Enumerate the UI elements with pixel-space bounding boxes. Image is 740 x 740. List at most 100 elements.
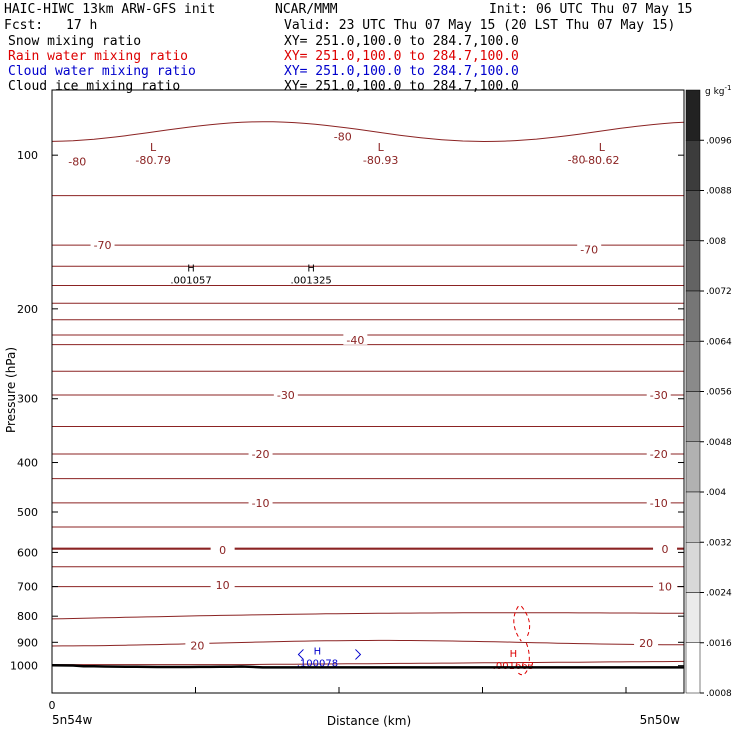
colorbar-label: .0008 <box>706 689 732 699</box>
colorbar-label: .008 <box>706 237 726 247</box>
colorbar-label: .0024 <box>706 589 732 599</box>
contour-label: -30 <box>277 389 295 402</box>
rain-water-contour <box>513 605 531 676</box>
colorbar-segment <box>685 491 701 543</box>
y-tick-label: 500 <box>17 506 38 519</box>
snow-high-mark: H <box>187 263 195 274</box>
temperature-contour <box>51 121 685 143</box>
colorbar-label: .0048 <box>706 438 732 448</box>
contour-label-bg <box>210 542 235 555</box>
contour-label-bg <box>210 577 235 590</box>
forecast-hour: 17 h <box>66 18 98 33</box>
contour-label: -40 <box>346 334 364 347</box>
contour-label-bg <box>248 447 273 460</box>
colorbar-label: .0032 <box>706 538 732 548</box>
contour-label: 0 <box>662 543 669 556</box>
colorbar-segment <box>685 341 701 392</box>
plot-title: HAIC-HIWC 13km ARW-GFS init <box>4 2 216 17</box>
field-name-snow: Snow mixing ratio <box>8 34 142 49</box>
contour-label: -30 <box>650 389 668 402</box>
temperature-contours: -80 -80 -80 -70 -70 -40 -30 -30 -20 -20 -10 -10 0 0 10… <box>51 121 685 666</box>
contour-label-bg <box>646 495 671 508</box>
contour-label: -80 <box>68 156 86 169</box>
field-name-cloud-water: Cloud water mixing ratio <box>8 64 196 79</box>
cloud-water-high-mark: H <box>314 646 322 657</box>
contour-label: -70 <box>94 239 112 252</box>
contour-label: 10 <box>216 579 230 592</box>
contour-label-bg <box>646 388 671 401</box>
temperature-low-mark: L <box>378 141 385 154</box>
contour-label: -20 <box>252 448 270 461</box>
init-time: Init: 06 UTC Thu 07 May 15 <box>489 2 693 17</box>
y-tick-label: 1000 <box>10 660 38 673</box>
colorbar-segment <box>685 542 701 593</box>
colorbar-label: .004 <box>706 488 726 498</box>
y-tick-label: 800 <box>17 610 38 623</box>
contour-label-bg <box>343 332 368 345</box>
colorbar-unit: g kg-1 <box>705 84 731 97</box>
contour-label: -10 <box>650 497 668 510</box>
field-xy-snow: XY= 251.0,100.0 to 284.7,100.0 <box>284 34 519 49</box>
snow-high-mark: H <box>307 263 315 274</box>
contour-label-bg <box>653 542 678 555</box>
field-xy-cloud-water: XY= 251.0,100.0 to 284.7,100.0 <box>284 64 519 79</box>
colorbar: .0096 .0088 .008 .0072 .0064 .0056 .0048 .004 .0… <box>685 89 732 699</box>
colorbar-label: .0088 <box>706 187 732 197</box>
contour-label-bg <box>653 579 678 592</box>
colorbar-segment <box>685 391 701 442</box>
field-xy-rain: XY= 251.0,100.0 to 284.7,100.0 <box>284 49 519 64</box>
valid-time: Valid: 23 UTC Thu 07 May 15 (20 LST Thu … <box>284 18 676 33</box>
colorbar-label: .0016 <box>706 639 732 649</box>
contour-label: -80 <box>334 131 352 144</box>
contour-label-bg <box>90 238 115 251</box>
colorbar-label: .0096 <box>706 136 732 146</box>
contour-label-bg <box>185 638 210 651</box>
temperature-low-value: -80.79 <box>135 154 170 167</box>
field-name-rain: Rain water mixing ratio <box>8 49 189 64</box>
colorbar-segment <box>685 592 701 643</box>
temperature-low-mark: L <box>150 141 157 154</box>
contour-label-bg <box>564 152 589 165</box>
temperature-low-value: -80.93 <box>363 154 398 167</box>
x-axis-title: Distance (km) <box>327 714 411 728</box>
temperature-low-value: -80.62 <box>584 154 619 167</box>
temperature-contour <box>52 660 685 666</box>
contour-label: 20 <box>639 637 653 650</box>
y-tick-label: 400 <box>17 457 38 470</box>
colorbar-segment <box>685 240 701 292</box>
snow-high-value: .001057 <box>170 275 211 286</box>
colorbar-label: .0056 <box>706 388 732 398</box>
contour-label: -70 <box>580 243 598 256</box>
cloud-water-contour <box>297 649 304 660</box>
colorbar-label: .0064 <box>706 337 732 347</box>
y-tick-label: 600 <box>17 546 38 559</box>
y-tick-label: 900 <box>17 636 38 649</box>
contour-label: 0 <box>219 544 226 557</box>
colorbar-segment <box>685 140 701 191</box>
contour-label-bg <box>65 154 90 167</box>
colorbar-segment <box>685 190 701 241</box>
temperature-contour <box>51 639 684 647</box>
contour-label-bg <box>634 636 659 649</box>
contour-label: -10 <box>252 497 270 510</box>
x-right-endpoint-label: 5n50w <box>640 713 681 727</box>
temperature-contour <box>51 612 685 620</box>
x-origin-tick-label: 0 <box>49 699 56 712</box>
contour-label-bg <box>273 388 298 401</box>
colorbar-segment <box>685 642 701 694</box>
contour-label-bg <box>646 447 671 460</box>
contour-label-bg <box>248 495 273 508</box>
contour-label: -20 <box>650 448 668 461</box>
y-axis-title: Pressure (hPa) <box>4 347 18 433</box>
y-tick-label: 200 <box>17 303 38 316</box>
contour-label: 10 <box>658 581 672 594</box>
rain-water-high-mark: H <box>510 649 518 660</box>
x-left-endpoint-label: 5n54w <box>52 713 93 727</box>
contour-label-bg <box>577 242 602 255</box>
terrain-line <box>51 663 684 669</box>
colorbar-segment <box>685 441 701 493</box>
y-tick-label: 100 <box>17 149 38 162</box>
forecast-label: Fcst: <box>4 18 44 33</box>
org-label: NCAR/MMM <box>275 2 338 17</box>
